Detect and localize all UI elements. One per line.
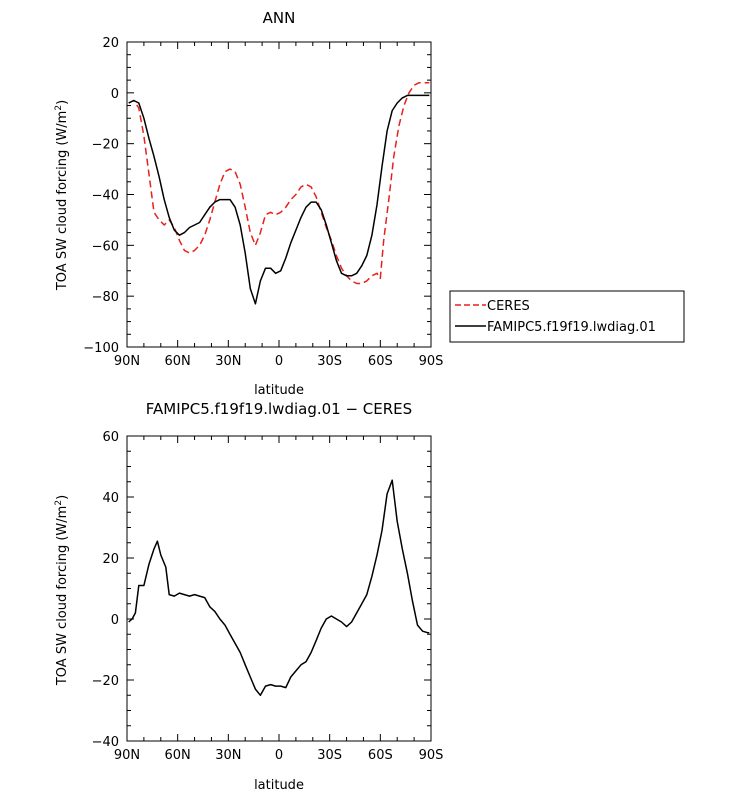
bottom-x-tick-label: 60N bbox=[165, 748, 191, 763]
top-y-tick-label: −80 bbox=[92, 290, 119, 305]
top-y-axis-label: TOA SW cloud forcing (W/m2) bbox=[54, 100, 70, 291]
legend: CERES FAMIPC5.f19f19.lwdiag.01 bbox=[449, 290, 685, 343]
top-x-tick-label: 30N bbox=[215, 354, 241, 369]
legend-ceres-label: CERES bbox=[487, 299, 530, 314]
top-plot-frame bbox=[126, 41, 432, 348]
legend-box bbox=[449, 290, 685, 343]
top-y-tick-label: −40 bbox=[92, 189, 119, 204]
top-y-tick-label: −20 bbox=[92, 138, 119, 153]
bottom-y-tick-label: 20 bbox=[102, 552, 119, 567]
bottom-x-tick-label: 90S bbox=[419, 748, 444, 763]
bottom-y-tick-label: −20 bbox=[92, 674, 119, 689]
bottom-x-tick-label: 30S bbox=[317, 748, 342, 763]
top-x-axis-label: latitude bbox=[254, 383, 304, 398]
top-x-tick-label: 90N bbox=[114, 354, 140, 369]
top-y-tick-label: −100 bbox=[83, 341, 119, 356]
top-x-tick-label: 60N bbox=[165, 354, 191, 369]
bottom-x-tick-label: 90N bbox=[114, 748, 140, 763]
top-x-tick-label: 0 bbox=[275, 354, 283, 369]
bottom-x-tick-label: 0 bbox=[275, 748, 283, 763]
legend-model-label: FAMIPC5.f19f19.lwdiag.01 bbox=[487, 320, 656, 335]
top-lines-group bbox=[128, 81, 430, 305]
bottom-y-axis-label: TOA SW cloud forcing (W/m2) bbox=[54, 495, 70, 686]
top-chart-title: ANN bbox=[263, 9, 296, 27]
bottom-tick-group: 90N 60N 30N 0 30S 60S 90S 60 40 20 0 −20 −40 bbox=[92, 430, 444, 763]
bottom-plot-frame bbox=[126, 435, 432, 742]
top-series-line-1 bbox=[128, 94, 430, 305]
top-tick-group: 90N 60N 30N 0 30S 60S 90S 20 0 −20 −40 −60 −80 −100 bbox=[83, 36, 443, 369]
top-y-tick-label: 0 bbox=[111, 87, 119, 102]
bottom-x-axis-label: latitude bbox=[254, 778, 304, 793]
top-y-tick-label: 20 bbox=[102, 36, 119, 51]
bottom-lines-group bbox=[128, 479, 430, 697]
bottom-series-line-0 bbox=[128, 479, 430, 697]
top-series-line-0 bbox=[128, 81, 430, 285]
bottom-x-tick-label: 60S bbox=[368, 748, 393, 763]
bottom-y-tick-label: 0 bbox=[111, 613, 119, 628]
bottom-y-tick-label: 60 bbox=[102, 430, 119, 445]
top-y-tick-label: −60 bbox=[92, 239, 119, 254]
top-x-tick-label: 30S bbox=[317, 354, 342, 369]
top-x-tick-label: 60S bbox=[368, 354, 393, 369]
bottom-chart-title: FAMIPC5.f19f19.lwdiag.01 − CERES bbox=[146, 400, 412, 418]
bottom-y-tick-label: 40 bbox=[102, 491, 119, 506]
bottom-y-tick-label: −40 bbox=[92, 735, 119, 750]
top-panel: ANN 90N 60N 30N 0 30S 60S 90S 20 0 −20 −40 −60 −80 −1… bbox=[54, 9, 443, 398]
bottom-panel: FAMIPC5.f19f19.lwdiag.01 − CERES 90N 60N 3… bbox=[54, 400, 443, 793]
top-x-tick-label: 90S bbox=[419, 354, 444, 369]
bottom-x-tick-label: 30N bbox=[215, 748, 241, 763]
